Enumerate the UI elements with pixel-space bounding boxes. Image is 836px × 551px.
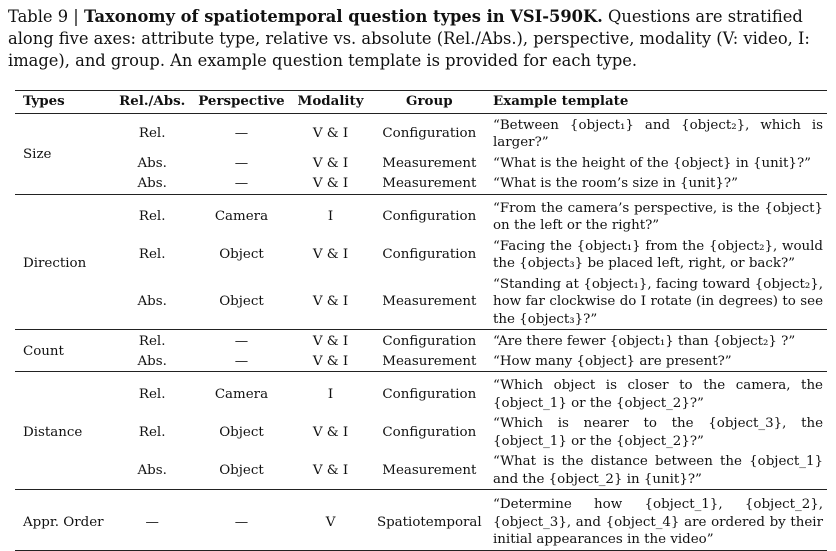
group-cell: Measurement [382, 155, 477, 171]
table-row: Direction Rel. Camera I Configuration “From t… [15, 193, 827, 330]
group-cell: Configuration [382, 424, 477, 440]
caption-title: Taxonomy of spatiotemporal question type… [83, 7, 603, 26]
perspective-cell: — [191, 489, 292, 551]
header-rel-abs: Rel./Abs. [112, 90, 192, 114]
group-cell: Configuration [369, 329, 489, 352]
modality-cell: V & I [312, 176, 349, 191]
group-cell: Configuration [369, 112, 489, 153]
rel-abs-cell: Rel. [112, 193, 192, 236]
header-types: Types [15, 90, 113, 114]
rel-abs-cell: Rel. [138, 424, 166, 440]
table-caption: Table 9 | Taxonomy of spatiotemporal que… [8, 6, 828, 72]
perspective-cell: — [234, 155, 249, 171]
example-cell: “What is the room’s size in {unit}?” [493, 176, 738, 191]
group-cell: Configuration [369, 371, 489, 413]
perspective-cell: — [234, 353, 249, 369]
perspective-cell: — [191, 329, 292, 352]
modality-cell: I [291, 371, 370, 413]
table-row: Rel. Object V & I Configuration “Facing the … [15, 236, 827, 274]
taxonomy-table: Types Rel./Abs. Perspective Modality Gro… [15, 90, 827, 551]
rel-abs-cell: Rel. [112, 329, 192, 352]
rel-abs-cell: Rel. [112, 371, 192, 413]
modality-cell: V & I [312, 155, 349, 171]
example-cell: “Which is nearer to the {object_3}, the … [493, 416, 823, 449]
table-row: Count Rel. — V & I Configuration “Are there f… [15, 329, 827, 372]
example-cell: “Facing the {object₁} from the {object₂}… [493, 238, 823, 272]
rel-abs-cell: — [112, 489, 192, 551]
example-cell: “What is the height of the {object} in {… [493, 155, 811, 171]
rel-abs-cell: Abs. [137, 462, 167, 478]
header-modality: Modality [291, 90, 370, 114]
table-row: Size Rel. — V & I Configuration “Between {obj… [15, 112, 827, 194]
header-example: Example template [489, 90, 827, 114]
modality-cell: V & I [291, 112, 370, 153]
table-row: Appr. Order — — V Spatiotemporal “Determine h… [15, 489, 827, 551]
example-cell: “Which object is closer to the camera, t… [489, 371, 827, 413]
modality-cell: V [291, 489, 370, 551]
modality-cell: I [291, 193, 370, 236]
perspective-cell: — [234, 176, 249, 191]
table-row: Rel. Object V & I Configuration “Which is ne… [15, 413, 827, 451]
type-cell: Size [15, 112, 113, 194]
table-row: Abs. — V & I Measurement “What is the height… [15, 153, 827, 174]
rel-abs-cell: Abs. [137, 155, 167, 171]
table-row: Abs. Object V & I Measurement “What is the d… [15, 451, 827, 490]
example-cell: “How many {object} are present?” [493, 353, 732, 369]
rel-abs-cell: Rel. [138, 247, 166, 263]
perspective-cell: Object [219, 294, 264, 309]
example-cell: “Are there fewer {object₁} than {object₂… [489, 329, 827, 352]
example-cell: “Standing at {object₁}, facing toward {o… [493, 276, 823, 327]
modality-cell: V & I [291, 329, 370, 352]
rel-abs-cell: Abs. [137, 353, 167, 369]
example-cell: “Determine how {object_1}, {object_2}, {… [489, 489, 827, 551]
table-body: Size Rel. — V & I Configuration “Between {obj… [15, 112, 827, 551]
example-cell: “Between {object₁} and {object₂}, which … [489, 112, 827, 153]
group-cell: Configuration [369, 193, 489, 236]
modality-cell: V & I [312, 462, 349, 478]
type-cell: Count [15, 329, 113, 372]
caption-prefix: Table 9 | [8, 7, 84, 26]
caption-body: Questions are stratified along five axes… [8, 7, 810, 70]
table-row: Abs. — V & I Measurement “What is the room’s… [15, 173, 827, 194]
example-cell: “From the camera’s perspective, is the {… [489, 193, 827, 236]
modality-cell: V & I [312, 247, 349, 263]
perspective-cell: Object [219, 247, 264, 263]
perspective-cell: Object [219, 424, 264, 440]
perspective-cell: Camera [191, 371, 292, 413]
rel-abs-cell: Rel. [112, 112, 192, 153]
header-row: Types Rel./Abs. Perspective Modality Gro… [15, 90, 827, 114]
table-row: Distance Rel. Camera I Configuration “Which o… [15, 371, 827, 490]
group-cell: Measurement [382, 353, 477, 369]
type-cell: Appr. Order [15, 489, 113, 551]
example-cell: “What is the distance between the {objec… [493, 454, 823, 487]
rel-abs-cell: Abs. [137, 176, 167, 191]
type-cell: Direction [15, 193, 113, 330]
rel-abs-cell: Abs. [137, 294, 167, 309]
table-row: Abs. Object V & I Measurement “Standing at {… [15, 274, 827, 330]
modality-cell: V & I [312, 294, 349, 309]
group-cell: Measurement [382, 294, 477, 309]
modality-cell: V & I [312, 353, 349, 369]
header-group: Group [369, 90, 489, 114]
modality-cell: V & I [312, 424, 349, 440]
group-cell: Configuration [382, 247, 477, 263]
group-cell: Spatiotemporal [369, 489, 489, 551]
header-perspective: Perspective [191, 90, 292, 114]
perspective-cell: — [191, 112, 292, 153]
perspective-cell: Object [219, 462, 264, 478]
group-cell: Measurement [382, 176, 477, 191]
group-cell: Measurement [382, 462, 477, 478]
table-row: Abs. — V & I Measurement “How many {object} … [15, 352, 827, 372]
type-cell: Distance [15, 371, 113, 490]
perspective-cell: Camera [191, 193, 292, 236]
